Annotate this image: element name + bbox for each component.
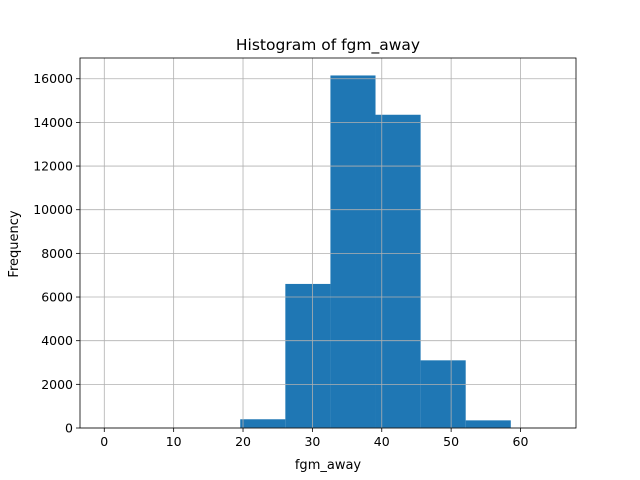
y-tick-label: 2000 [41,377,73,392]
y-tick-label: 0 [65,421,73,436]
axes: 0 10 20 30 40 50 60 0 2000 4000 6000 8000 10000 12000… [33,57,577,449]
histogram-bar [420,360,466,428]
y-tick-label: 4000 [41,333,73,348]
x-tick-label: 20 [235,434,251,449]
x-tick-label: 50 [443,434,459,449]
x-tick-label: 0 [100,434,108,449]
histogram-bars [240,75,511,429]
y-tick-label: 10000 [33,202,73,217]
chart-title: Histogram of fgm_away [236,36,420,55]
y-axis-label: Frequency [7,210,22,277]
y-tick-label: 12000 [33,159,73,174]
x-tick-label: 40 [374,434,390,449]
histogram-bar [285,283,331,428]
x-tick-label: 60 [513,434,529,449]
plot-frame [79,57,577,429]
histogram-bar [240,419,286,428]
y-tick-label: 6000 [41,290,73,305]
y-tick-label: 16000 [33,71,73,86]
histogram-bar [330,75,376,428]
histogram-bar [465,420,511,428]
x-tick-label: 30 [304,434,320,449]
y-tick-label: 14000 [33,115,73,130]
histogram-bar [375,114,421,429]
y-tick-label: 8000 [41,246,73,261]
x-axis-label: fgm_away [295,458,362,473]
x-tick-label: 10 [166,434,182,449]
